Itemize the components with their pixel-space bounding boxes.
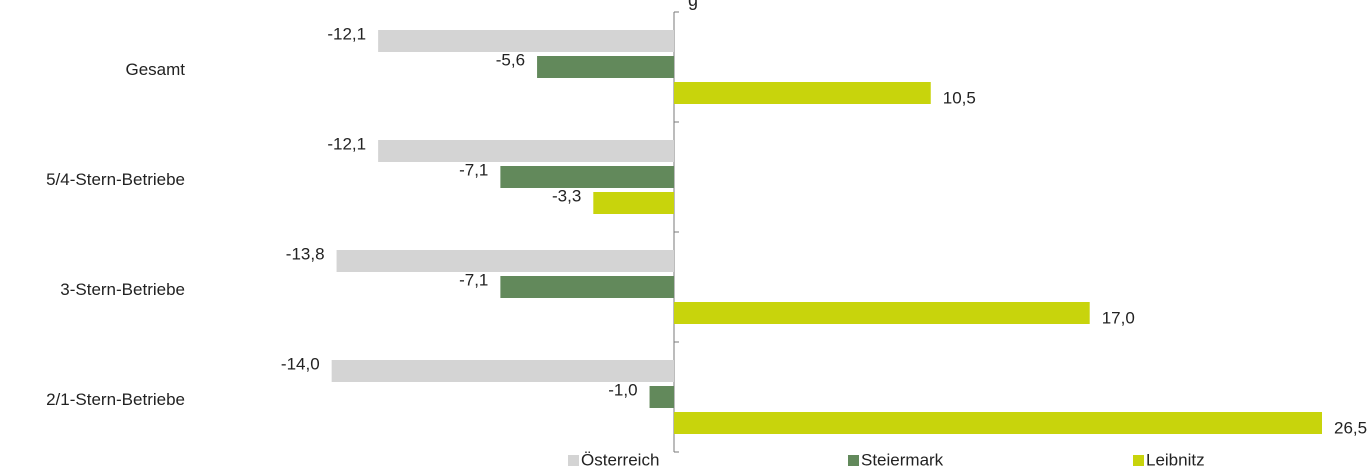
category-label: Gesamt: [125, 60, 185, 79]
data-label: 17,0: [1102, 308, 1135, 327]
legend-swatch: [1133, 455, 1144, 466]
legend-label: Leibnitz: [1146, 450, 1205, 469]
chart-title-fragment: g: [688, 0, 699, 10]
data-label: -7,1: [459, 270, 488, 289]
data-label: -3,3: [552, 186, 581, 205]
bar-steiermark: [500, 276, 674, 298]
bar-österreich: [378, 30, 674, 52]
legend-label: Österreich: [581, 450, 659, 469]
legend-swatch: [568, 455, 579, 466]
bar-leibnitz: [593, 192, 674, 214]
data-label: -14,0: [281, 354, 320, 373]
bar-leibnitz: [674, 302, 1090, 324]
data-label: -12,1: [327, 24, 366, 43]
data-label: 26,5: [1334, 418, 1367, 437]
bar-steiermark: [537, 56, 674, 78]
legend-swatch: [848, 455, 859, 466]
bar-österreich: [331, 360, 674, 382]
bar-steiermark: [649, 386, 674, 408]
data-label: -12,1: [327, 134, 366, 153]
bar-steiermark: [500, 166, 674, 188]
bar-leibnitz: [674, 412, 1322, 434]
category-label: 2/1-Stern-Betriebe: [46, 390, 185, 409]
bar-österreich: [378, 140, 674, 162]
data-label: -5,6: [496, 50, 525, 69]
category-label: 5/4-Stern-Betriebe: [46, 170, 185, 189]
data-label: -1,0: [608, 380, 637, 399]
category-label: 3-Stern-Betriebe: [60, 280, 185, 299]
data-label: -7,1: [459, 160, 488, 179]
data-label: -13,8: [286, 244, 325, 263]
bar-leibnitz: [674, 82, 931, 104]
bar-österreich: [336, 250, 674, 272]
legend-label: Steiermark: [861, 450, 944, 469]
data-label: 10,5: [943, 88, 976, 107]
